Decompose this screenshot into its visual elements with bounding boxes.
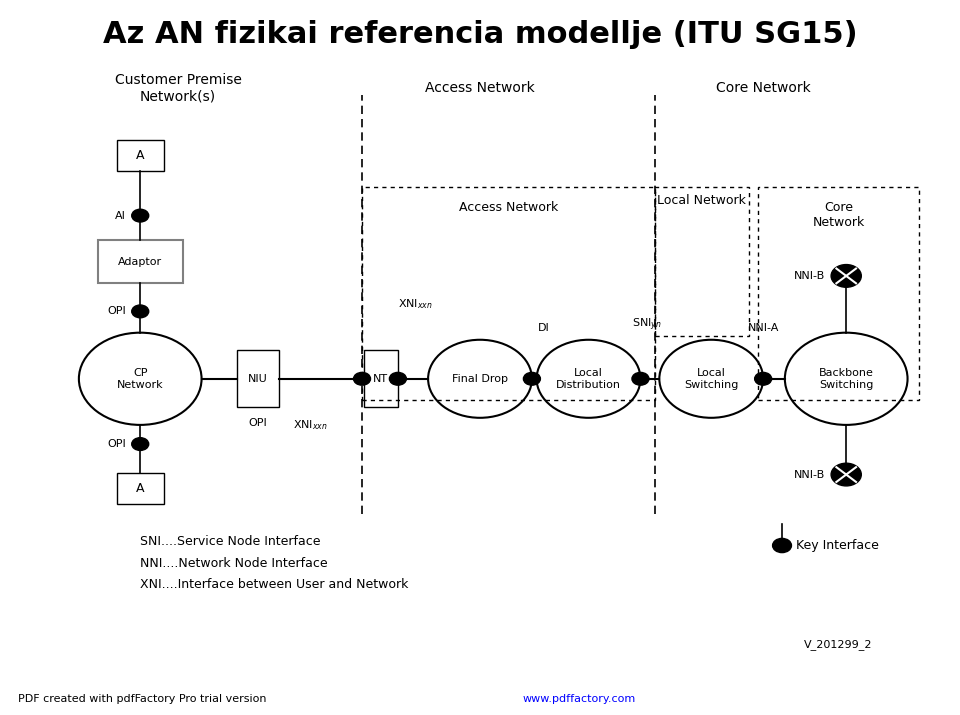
Text: NNI-B: NNI-B <box>794 470 826 480</box>
Circle shape <box>132 209 149 222</box>
Text: SNI....Service Node Interface: SNI....Service Node Interface <box>140 536 321 548</box>
Text: NNI-A: NNI-A <box>748 322 779 332</box>
Bar <box>362 187 655 400</box>
Text: NNI-B: NNI-B <box>794 271 826 281</box>
Bar <box>655 187 749 336</box>
Text: A: A <box>136 482 144 495</box>
Text: A: A <box>136 149 144 162</box>
Text: DI: DI <box>539 322 550 332</box>
Text: OPI: OPI <box>108 439 126 449</box>
Text: Adaptor: Adaptor <box>118 257 162 267</box>
Text: NNI....Network Node Interface: NNI....Network Node Interface <box>140 557 328 570</box>
Bar <box>237 350 279 407</box>
Bar <box>758 187 919 400</box>
Text: Core
Network: Core Network <box>812 202 865 230</box>
Text: Core Network: Core Network <box>716 81 810 95</box>
Text: Access Network: Access Network <box>459 202 558 214</box>
Circle shape <box>523 373 540 385</box>
Text: Final Drop: Final Drop <box>452 374 508 384</box>
Circle shape <box>632 373 649 385</box>
Circle shape <box>831 265 861 287</box>
Text: OPI: OPI <box>108 307 126 316</box>
Text: www.pdffactory.com: www.pdffactory.com <box>522 694 636 704</box>
Text: AI: AI <box>115 211 126 221</box>
Text: NT: NT <box>373 374 389 384</box>
Text: NIU: NIU <box>249 374 268 384</box>
Bar <box>364 350 397 407</box>
Circle shape <box>831 463 861 486</box>
Circle shape <box>132 305 149 317</box>
Bar <box>116 139 164 171</box>
Text: Customer Premise
Network(s): Customer Premise Network(s) <box>114 73 241 103</box>
Text: XNI....Interface between User and Network: XNI....Interface between User and Networ… <box>140 578 409 591</box>
Text: Key Interface: Key Interface <box>796 539 879 552</box>
Text: PDF created with pdfFactory Pro trial version: PDF created with pdfFactory Pro trial ve… <box>17 694 270 704</box>
Text: XNI$_{xxn}$: XNI$_{xxn}$ <box>398 297 433 312</box>
Circle shape <box>390 373 406 385</box>
Text: Local
Distribution: Local Distribution <box>556 368 621 390</box>
Text: CP
Network: CP Network <box>117 368 163 390</box>
Circle shape <box>353 373 371 385</box>
Text: XNI$_{xxn}$: XNI$_{xxn}$ <box>293 418 327 432</box>
Text: OPI: OPI <box>249 418 268 428</box>
Text: Backbone
Switching: Backbone Switching <box>819 368 874 390</box>
Circle shape <box>755 373 772 385</box>
Circle shape <box>132 438 149 450</box>
Text: Local
Switching: Local Switching <box>684 368 738 390</box>
Bar <box>98 240 182 283</box>
Text: Az AN fizikai referencia modellje (ITU SG15): Az AN fizikai referencia modellje (ITU S… <box>103 20 857 49</box>
Text: V_201299_2: V_201299_2 <box>804 639 873 650</box>
Text: Access Network: Access Network <box>425 81 535 95</box>
Bar <box>116 473 164 504</box>
Circle shape <box>773 538 791 553</box>
Text: SNI$_{yn}$: SNI$_{yn}$ <box>633 316 662 332</box>
Text: Local Network: Local Network <box>658 194 746 207</box>
